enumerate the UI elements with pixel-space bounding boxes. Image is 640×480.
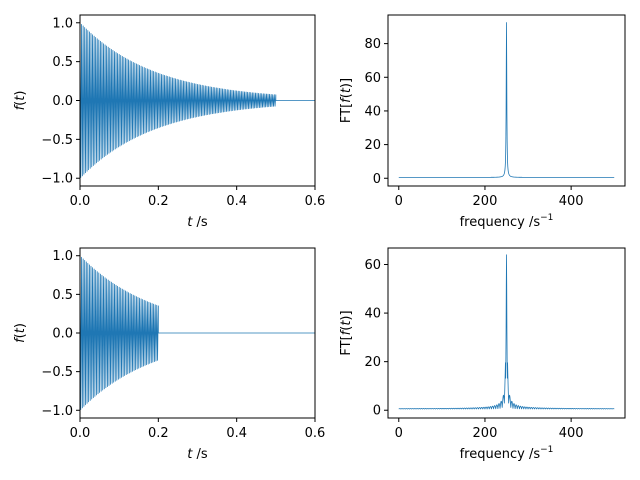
x-tick-label: 200 (473, 194, 498, 209)
y-tick-label: 20 (364, 355, 381, 370)
series-line-freq-bottom-0 (398, 254, 615, 410)
chart-freq-top: 0 200 400 0 20 40 60 80 frequency /s−1 FT[f(t)] (339, 14, 626, 230)
series-line-time-top-0 (80, 22, 315, 178)
y-tick-label: 1.0 (52, 16, 73, 31)
x-tick-label: 200 (473, 426, 498, 441)
x-tick-label: 0.6 (305, 194, 326, 209)
y-tick-label: 0 (373, 172, 381, 187)
x-tick-label: 400 (559, 194, 584, 209)
series-line-freq-top-0 (398, 22, 615, 178)
x-axis-label: t /s (187, 447, 208, 462)
y-tick-label: 20 (364, 138, 381, 153)
chart-freq-bottom: 0 200 400 0 20 40 60 frequency /s−1 FT[f(t)] (339, 247, 626, 462)
x-tick-label: 400 (559, 426, 584, 441)
y-tick-label: 0.0 (52, 94, 73, 109)
y-axis-label: FT[f(t)] (339, 310, 354, 355)
x-tick-label: 0.0 (70, 194, 91, 209)
chart-time-top: 0.0 0.2 0.4 0.6 −1.0 −0.5 0.0 0.5 1.0 t /s f(t) (13, 14, 326, 230)
y-tick-label: −0.5 (41, 365, 73, 380)
x-tick-label: 0 (395, 426, 403, 441)
y-tick-label: 1.0 (52, 249, 73, 264)
plot-frame (387, 14, 626, 187)
y-tick-label: 0 (373, 404, 381, 419)
y-tick-label: 0.5 (52, 55, 73, 70)
x-axis-label: frequency /s−1 (460, 213, 554, 230)
x-axis-label: frequency /s−1 (460, 445, 554, 462)
y-axis-label: f(t) (13, 91, 28, 111)
x-tick-label: 0 (395, 194, 403, 209)
plot-frame (387, 247, 626, 419)
y-tick-label: −1.0 (41, 404, 73, 419)
x-tick-label: 0.4 (226, 194, 247, 209)
y-tick-label: 0.5 (52, 288, 73, 303)
x-tick-label: 0.2 (148, 426, 169, 441)
x-tick-label: 0.6 (305, 426, 326, 441)
series-line-time-bottom-0 (80, 255, 315, 410)
y-axis-label: FT[f(t)] (339, 78, 354, 123)
x-axis-label: t /s (187, 215, 208, 230)
y-tick-label: 40 (364, 307, 381, 322)
y-tick-label: 60 (364, 258, 381, 273)
y-tick-label: 40 (364, 104, 381, 119)
y-tick-label: −0.5 (41, 133, 73, 148)
y-tick-label: 0.0 (52, 327, 73, 342)
x-tick-label: 0.0 (70, 426, 91, 441)
y-axis-label: f(t) (13, 323, 28, 343)
x-tick-label: 0.2 (148, 194, 169, 209)
y-tick-label: 60 (364, 71, 381, 86)
chart-time-bottom: 0.0 0.2 0.4 0.6 −1.0 −0.5 0.0 0.5 1.0 t /s f(t) (13, 247, 326, 462)
y-tick-label: −1.0 (41, 172, 73, 187)
x-tick-label: 0.4 (226, 426, 247, 441)
y-tick-label: 80 (364, 37, 381, 52)
